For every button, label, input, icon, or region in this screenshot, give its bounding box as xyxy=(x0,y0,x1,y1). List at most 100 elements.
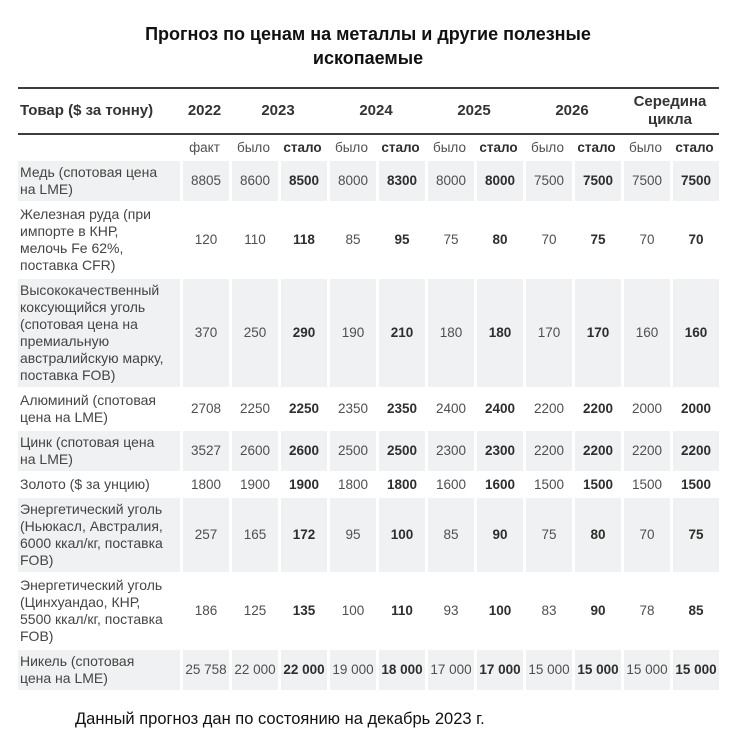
value-cell: 2000 xyxy=(670,388,719,431)
value-cell: 100 xyxy=(376,497,425,574)
value-cell: 120 xyxy=(180,202,229,279)
value-cell: 190 xyxy=(327,278,376,389)
subheader-cell: было xyxy=(237,140,270,156)
subheader-cell: стало xyxy=(479,140,518,156)
value-cell: 110 xyxy=(229,202,278,279)
value-cell: 8300 xyxy=(376,160,425,203)
value-cell: 2708 xyxy=(180,388,229,431)
value-cell: 15 000 xyxy=(670,649,719,692)
value-cell: 100 xyxy=(474,573,523,650)
value-cell: 2200 xyxy=(670,430,719,473)
value-cell: 8000 xyxy=(474,160,523,203)
row-label: Никель (спотовая цена на LME) xyxy=(18,649,180,692)
value-cell: 95 xyxy=(376,202,425,279)
row-label: Цинк (спотовая цена на LME) xyxy=(18,430,180,473)
subheader-cell: стало xyxy=(381,140,420,156)
value-cell: 18 000 xyxy=(376,649,425,692)
value-cell: 2200 xyxy=(523,388,572,431)
value-cell: 118 xyxy=(278,202,327,279)
value-cell: 2500 xyxy=(376,430,425,473)
value-cell: 7500 xyxy=(621,160,670,203)
value-cell: 93 xyxy=(425,573,474,650)
subheader-empty-cell xyxy=(18,135,180,161)
value-cell: 1900 xyxy=(229,472,278,498)
page-title: Прогноз по ценам на металлы и другие пол… xyxy=(145,24,591,69)
value-cell: 95 xyxy=(327,497,376,574)
value-cell: 1800 xyxy=(327,472,376,498)
value-cell: 1500 xyxy=(572,472,621,498)
subheader-cell: стало xyxy=(675,140,714,156)
value-cell: 170 xyxy=(572,278,621,389)
table-row: Высококачественный коксующийся уголь (сп… xyxy=(18,278,719,389)
value-cell: 25 758 xyxy=(180,649,229,692)
row-label: Алюминий (спотовая цена на LME) xyxy=(18,389,180,431)
value-cell: 125 xyxy=(229,573,278,650)
value-cell: 90 xyxy=(572,573,621,650)
row-label: Энергетический уголь (Ньюкасл, Австралия… xyxy=(18,497,180,574)
value-cell: 7500 xyxy=(572,160,621,203)
value-cell: 75 xyxy=(523,497,572,574)
value-cell: 83 xyxy=(523,573,572,650)
value-cell: 2000 xyxy=(621,388,670,431)
value-cell: 1600 xyxy=(425,472,474,498)
value-cell: 210 xyxy=(376,278,425,389)
page: { "title": "Прогноз по ценам на металлы … xyxy=(0,22,736,754)
value-cell: 3527 xyxy=(180,430,229,473)
value-cell: 180 xyxy=(425,278,474,389)
value-cell: 2250 xyxy=(229,388,278,431)
row-label: Железная руда (при импорте в КНР, мелочь… xyxy=(18,203,180,279)
value-cell: 2500 xyxy=(327,430,376,473)
value-cell: 1800 xyxy=(376,472,425,498)
table-row: Золото ($ за унцию) 1800 1900 1900 1800 1800 1… xyxy=(18,472,719,498)
value-cell: 8600 xyxy=(229,160,278,203)
table-row: Медь (спотовая цена на LME) 8805 8600 8500 8… xyxy=(18,160,719,203)
value-cell: 8000 xyxy=(327,160,376,203)
value-cell: 90 xyxy=(474,497,523,574)
product-column-header: Товар ($ за тонну) xyxy=(18,86,180,135)
table-row: Алюминий (спотовая цена на LME) 2708 2250 2… xyxy=(18,388,719,431)
value-cell: 2600 xyxy=(229,430,278,473)
value-cell: 160 xyxy=(670,278,719,389)
value-cell: 135 xyxy=(278,573,327,650)
table-row: Железная руда (при импорте в КНР, мелочь… xyxy=(18,202,719,279)
value-cell: 8805 xyxy=(180,160,229,203)
value-cell: 80 xyxy=(474,202,523,279)
value-cell: 165 xyxy=(229,497,278,574)
value-cell: 7500 xyxy=(523,160,572,203)
value-cell: 8500 xyxy=(278,160,327,203)
value-cell: 2250 xyxy=(278,388,327,431)
row-label: Энергетический уголь (Цинхуандао, КНР, 5… xyxy=(18,574,180,650)
table-row: Цинк (спотовая цена на LME) 3527 2600 2600 2… xyxy=(18,430,719,473)
value-cell: 1900 xyxy=(278,472,327,498)
value-cell: 19 000 xyxy=(327,649,376,692)
value-cell: 17 000 xyxy=(425,649,474,692)
value-cell: 2400 xyxy=(425,388,474,431)
value-cell: 15 000 xyxy=(523,649,572,692)
value-cell: 257 xyxy=(180,497,229,574)
forecast-table: Товар ($ за тонну) 2022 2023 2024 2025 2026 Се… xyxy=(18,86,719,692)
subheader-cell: было xyxy=(629,140,662,156)
value-cell: 110 xyxy=(376,573,425,650)
year-header-2024: 2024 xyxy=(327,86,425,135)
value-cell: 170 xyxy=(523,278,572,389)
table-row: Энергетический уголь (Ньюкасл, Австралия… xyxy=(18,497,719,574)
table-row: Никель (спотовая цена на LME) 25 758 22 00… xyxy=(18,649,719,692)
table-row: Энергетический уголь (Цинхуандао, КНР, 5… xyxy=(18,573,719,650)
value-cell: 22 000 xyxy=(278,649,327,692)
subheader-row: факт было стало было стало было стало было стало… xyxy=(18,135,719,161)
value-cell: 70 xyxy=(621,202,670,279)
year-header-середина-цикла: Середина цикла xyxy=(621,86,719,135)
value-cell: 100 xyxy=(327,573,376,650)
row-label: Высококачественный коксующийся уголь (сп… xyxy=(18,278,180,389)
value-cell: 1500 xyxy=(670,472,719,498)
value-cell: 250 xyxy=(229,278,278,389)
value-cell: 85 xyxy=(425,497,474,574)
year-header-row: Товар ($ за тонну) 2022 2023 2024 2025 2026 Се… xyxy=(18,86,719,135)
value-cell: 85 xyxy=(327,202,376,279)
value-cell: 2200 xyxy=(523,430,572,473)
value-cell: 80 xyxy=(572,497,621,574)
value-cell: 75 xyxy=(572,202,621,279)
value-cell: 2300 xyxy=(425,430,474,473)
value-cell: 2400 xyxy=(474,388,523,431)
value-cell: 370 xyxy=(180,278,229,389)
